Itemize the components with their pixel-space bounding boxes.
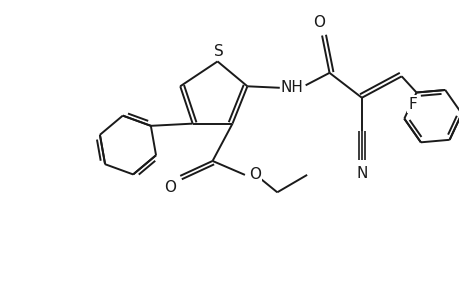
Text: F: F: [408, 97, 416, 112]
Text: O: O: [164, 180, 176, 195]
Text: S: S: [213, 44, 223, 59]
Text: O: O: [248, 167, 260, 182]
Text: O: O: [313, 15, 325, 30]
Text: N: N: [355, 166, 367, 181]
Text: NH: NH: [280, 80, 303, 95]
